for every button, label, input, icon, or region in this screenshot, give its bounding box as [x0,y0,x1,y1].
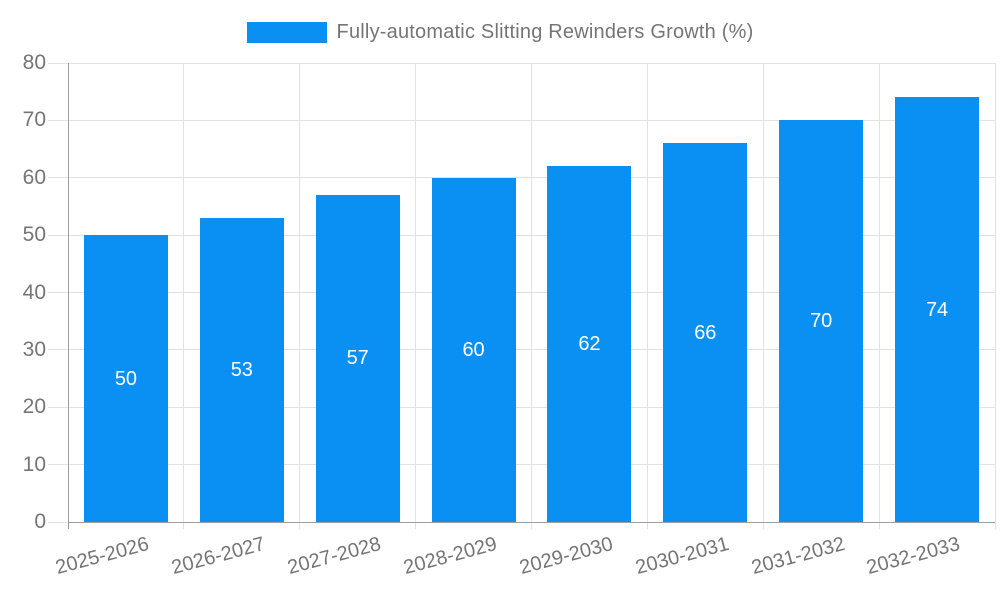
v-gridline [762,63,764,522]
bar-value-label: 66 [694,321,717,344]
bar[interactable] [547,166,632,522]
y-tick-mark [48,406,68,408]
x-tick-label: 2026-2027 [169,533,268,580]
y-tick-mark [48,177,68,179]
x-tick-label: 2031-2032 [748,533,847,580]
x-tick-label: 2032-2033 [864,533,963,580]
y-tick-label: 50 [22,223,46,247]
y-tick-mark [48,349,68,351]
x-tick-label: 2028-2029 [401,533,500,580]
x-tick-label: 2029-2030 [517,533,616,580]
v-gridline [878,63,880,522]
bar-value-label: 57 [346,347,369,370]
y-tick-mark [48,119,68,121]
bar-value-label: 60 [462,338,485,361]
y-tick-label: 40 [22,280,46,304]
x-tick-mark [299,522,301,529]
x-tick-mark [646,522,648,529]
x-tick-mark [994,522,996,529]
v-gridline [646,63,648,522]
bar-value-label: 53 [230,358,253,381]
x-tick-mark [415,522,417,529]
y-tick-mark [48,464,68,466]
y-tick-mark [48,234,68,236]
legend-swatch [246,22,327,43]
y-tick-label: 70 [22,108,46,132]
bar-value-label: 50 [114,367,138,390]
v-gridline [415,63,417,522]
x-tick-label: 2025-2026 [53,533,152,580]
legend-label: Fully-automatic Slitting Rewinders Growt… [336,21,754,43]
x-axis-line [68,521,995,523]
bar[interactable] [663,143,748,522]
x-tick-mark [183,522,185,529]
bar[interactable] [779,120,864,522]
y-tick-label: 10 [22,452,46,476]
bar[interactable] [431,177,516,522]
y-tick-mark [48,521,68,523]
legend: Fully-automatic Slitting Rewinders Growt… [0,21,1000,44]
x-tick-label: 2030-2031 [632,533,732,580]
bar-value-label: 70 [810,310,833,333]
bar[interactable] [199,217,284,522]
v-gridline [183,63,185,522]
v-gridline [994,63,996,522]
bar-value-label: 62 [578,333,601,356]
y-tick-mark [48,292,68,293]
x-tick-mark [531,522,532,529]
x-tick-label: 2027-2028 [285,533,384,580]
y-axis-line [67,63,69,529]
bar[interactable] [895,97,980,522]
bar-value-label: 74 [925,298,949,321]
y-tick-label: 80 [22,51,46,74]
y-tick-label: 30 [22,337,46,361]
v-gridline [299,63,301,522]
x-tick-mark [878,522,880,529]
y-tick-label: 20 [22,395,46,419]
v-gridline [531,63,532,522]
y-tick-mark [48,62,68,64]
bar[interactable] [315,194,400,522]
bar[interactable] [83,235,168,522]
y-tick-label: 0 [34,510,46,533]
y-tick-label: 60 [22,165,46,189]
x-tick-mark [762,522,764,529]
